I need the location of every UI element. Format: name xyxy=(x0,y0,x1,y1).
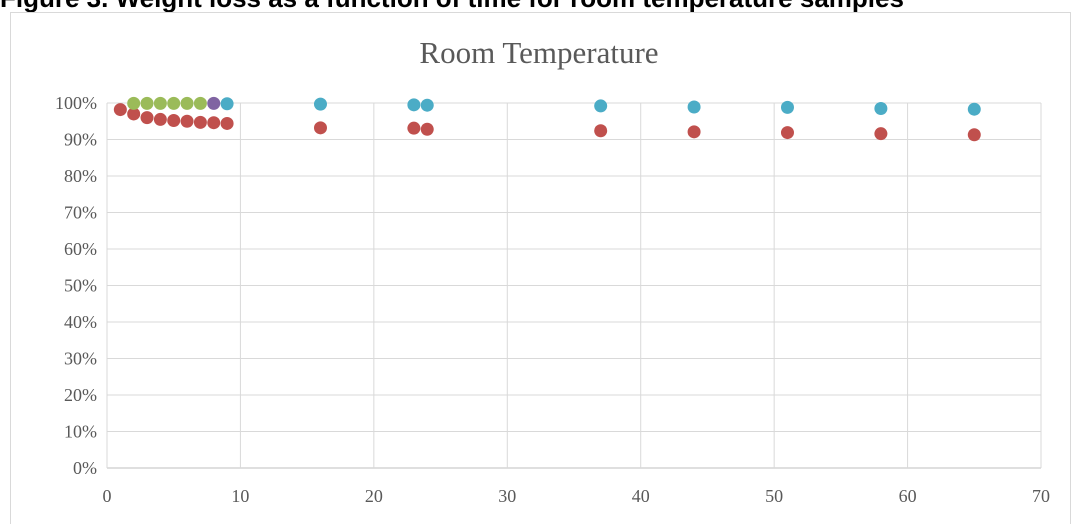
data-point-series-2 xyxy=(140,96,154,110)
chart-title: Room Temperature xyxy=(419,35,658,70)
x-tick-label: 60 xyxy=(899,486,917,506)
x-tick-label: 20 xyxy=(365,486,383,506)
data-point-series-4 xyxy=(594,99,608,113)
chart-area: Room Temperature 0% 10% 20% 30% 40% 50% 60% 70%… xyxy=(10,12,1071,524)
data-point-series-4 xyxy=(220,97,234,111)
data-point-series-4 xyxy=(420,98,434,112)
data-point-series-4 xyxy=(780,100,794,114)
y-tick-label: 30% xyxy=(64,349,97,369)
data-point-series-1 xyxy=(967,128,981,142)
y-tick-label: 40% xyxy=(64,312,97,332)
data-point-series-1 xyxy=(193,115,207,129)
data-point-series-2 xyxy=(127,96,141,110)
data-point-series-4 xyxy=(687,100,701,114)
data-point-series-2 xyxy=(153,96,167,110)
data-point-series-1 xyxy=(594,124,608,138)
x-tick-label: 30 xyxy=(498,486,516,506)
data-point-series-1 xyxy=(874,127,888,141)
data-point-series-4 xyxy=(313,97,327,111)
data-point-series-2 xyxy=(180,96,194,110)
x-tick-label: 50 xyxy=(765,486,783,506)
data-point-series-4 xyxy=(407,98,421,112)
y-tick-label: 70% xyxy=(64,203,97,223)
data-point-series-1 xyxy=(207,116,221,130)
y-tick-label: 50% xyxy=(64,276,97,296)
data-point-series-1 xyxy=(140,111,154,125)
y-tick-label: 60% xyxy=(64,239,97,259)
data-point-series-1 xyxy=(313,121,327,135)
data-point-series-1 xyxy=(180,114,194,128)
x-tick-label: 70 xyxy=(1032,486,1050,506)
scatter-chart: Room Temperature 0% 10% 20% 30% 40% 50% 60% 70%… xyxy=(55,35,1050,506)
x-tick-label: 0 xyxy=(103,486,112,506)
y-tick-label: 20% xyxy=(64,385,97,405)
x-tick-label: 10 xyxy=(231,486,249,506)
data-point-series-1 xyxy=(420,122,434,136)
data-point-series-1 xyxy=(687,125,701,139)
data-point-series-1 xyxy=(153,112,167,126)
data-point-series-2 xyxy=(167,96,181,110)
grid-lines xyxy=(106,102,1042,469)
y-tick-label: 10% xyxy=(64,422,97,442)
data-point-series-1 xyxy=(113,103,127,117)
data-point-series-4 xyxy=(874,101,888,115)
y-tick-label: 90% xyxy=(64,130,97,150)
data-point-series-1 xyxy=(780,126,794,140)
data-point-series-1 xyxy=(407,121,421,135)
data-point-series-2 xyxy=(193,96,207,110)
data-point-series-1 xyxy=(167,114,181,128)
y-tick-label: 80% xyxy=(64,166,97,186)
data-point-series-4 xyxy=(967,102,981,116)
data-point-series-1 xyxy=(220,116,234,130)
data-point-series-1 xyxy=(127,107,141,121)
axis-tick-labels: 0% 10% 20% 30% 40% 50% 60% 70% 80% 90% 100% 0 10 20 30… xyxy=(55,93,1050,506)
x-tick-label: 40 xyxy=(632,486,650,506)
data-points xyxy=(113,96,981,142)
figure-caption: Figure 3. Weight loss as a function of t… xyxy=(0,0,1072,12)
data-point-series-3 xyxy=(207,96,221,110)
y-tick-label: 0% xyxy=(73,458,97,478)
y-tick-label: 100% xyxy=(55,93,97,113)
